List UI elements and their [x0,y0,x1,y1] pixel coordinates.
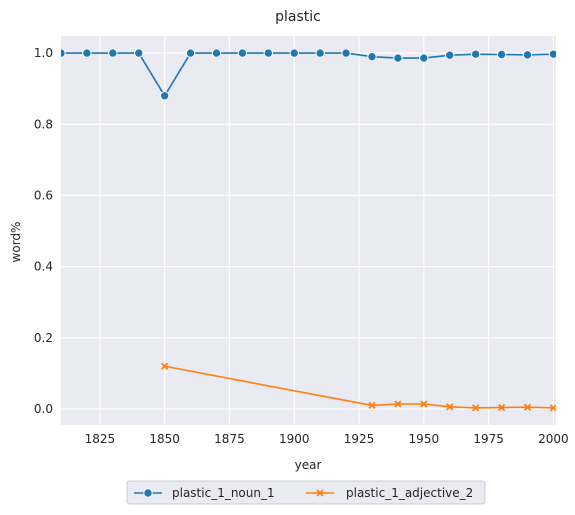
data-point [393,53,403,63]
x-tick-label: 1975 [473,432,504,446]
data-point [134,48,144,58]
data-point [496,49,507,60]
y-tick-label: 0.4 [34,260,53,274]
data-point [522,50,533,60]
data-point [315,48,325,58]
data-point [237,48,248,58]
data-point [185,48,196,58]
x-axis-label: year [295,458,322,472]
data-point [394,400,402,408]
x-tick-label: 1875 [214,432,245,446]
data-point [445,50,455,60]
data-point [61,48,66,58]
y-tick-labels: 0.0 0.2 0.4 0.6 0.8 1.0 [34,46,53,416]
data-point [211,48,222,58]
data-point [446,403,454,411]
chart-title: plastic [275,9,321,25]
data-point [108,48,118,58]
y-axis-label: word% [9,222,23,263]
data-point [367,51,377,62]
data-point [159,91,170,101]
data-point [523,403,532,411]
data-point [420,400,428,408]
data-point [548,49,556,59]
data-point [341,48,351,58]
data-point [289,48,299,58]
x-tick-label: 1825 [85,432,116,446]
x-tick-label: 2000 [538,432,569,446]
data-point [472,404,480,412]
data-point [263,48,274,58]
legend-label: plastic_1_noun_1 [172,486,275,500]
series-layer [61,48,556,412]
plot-background [61,36,556,425]
data-point [549,404,556,412]
y-tick-label: 0.8 [34,117,53,131]
data-point [82,48,92,58]
data-point [470,49,481,59]
data-point [161,362,169,370]
y-tick-label: 0.6 [34,188,53,202]
x-tick-label: 1850 [149,432,180,446]
legend: plastic_1_noun_1 plastic_1_adjective_2 [126,480,486,505]
x-tick-label: 1950 [409,432,440,446]
y-tick-label: 0.0 [34,402,53,416]
x-tick-labels: 1825 1850 1875 1900 1925 1950 1975 2000 [85,432,569,446]
legend-item: plastic_1_adjective_2 [306,486,473,500]
legend-item: plastic_1_noun_1 [134,486,275,500]
y-tick-label: 1.0 [34,46,53,60]
legend-label: plastic_1_adjective_2 [346,486,473,500]
x-tick-label: 1925 [344,432,375,446]
data-point [497,403,506,412]
series-plastic_1_noun_1 [61,48,556,101]
y-tick-label: 0.2 [34,331,53,345]
x-tick-label: 1900 [279,432,310,446]
data-point [419,53,429,63]
legend-marker [316,489,324,497]
series-plastic_1_adjective_2 [161,362,556,412]
data-point [368,401,376,410]
legend-marker [143,488,153,498]
